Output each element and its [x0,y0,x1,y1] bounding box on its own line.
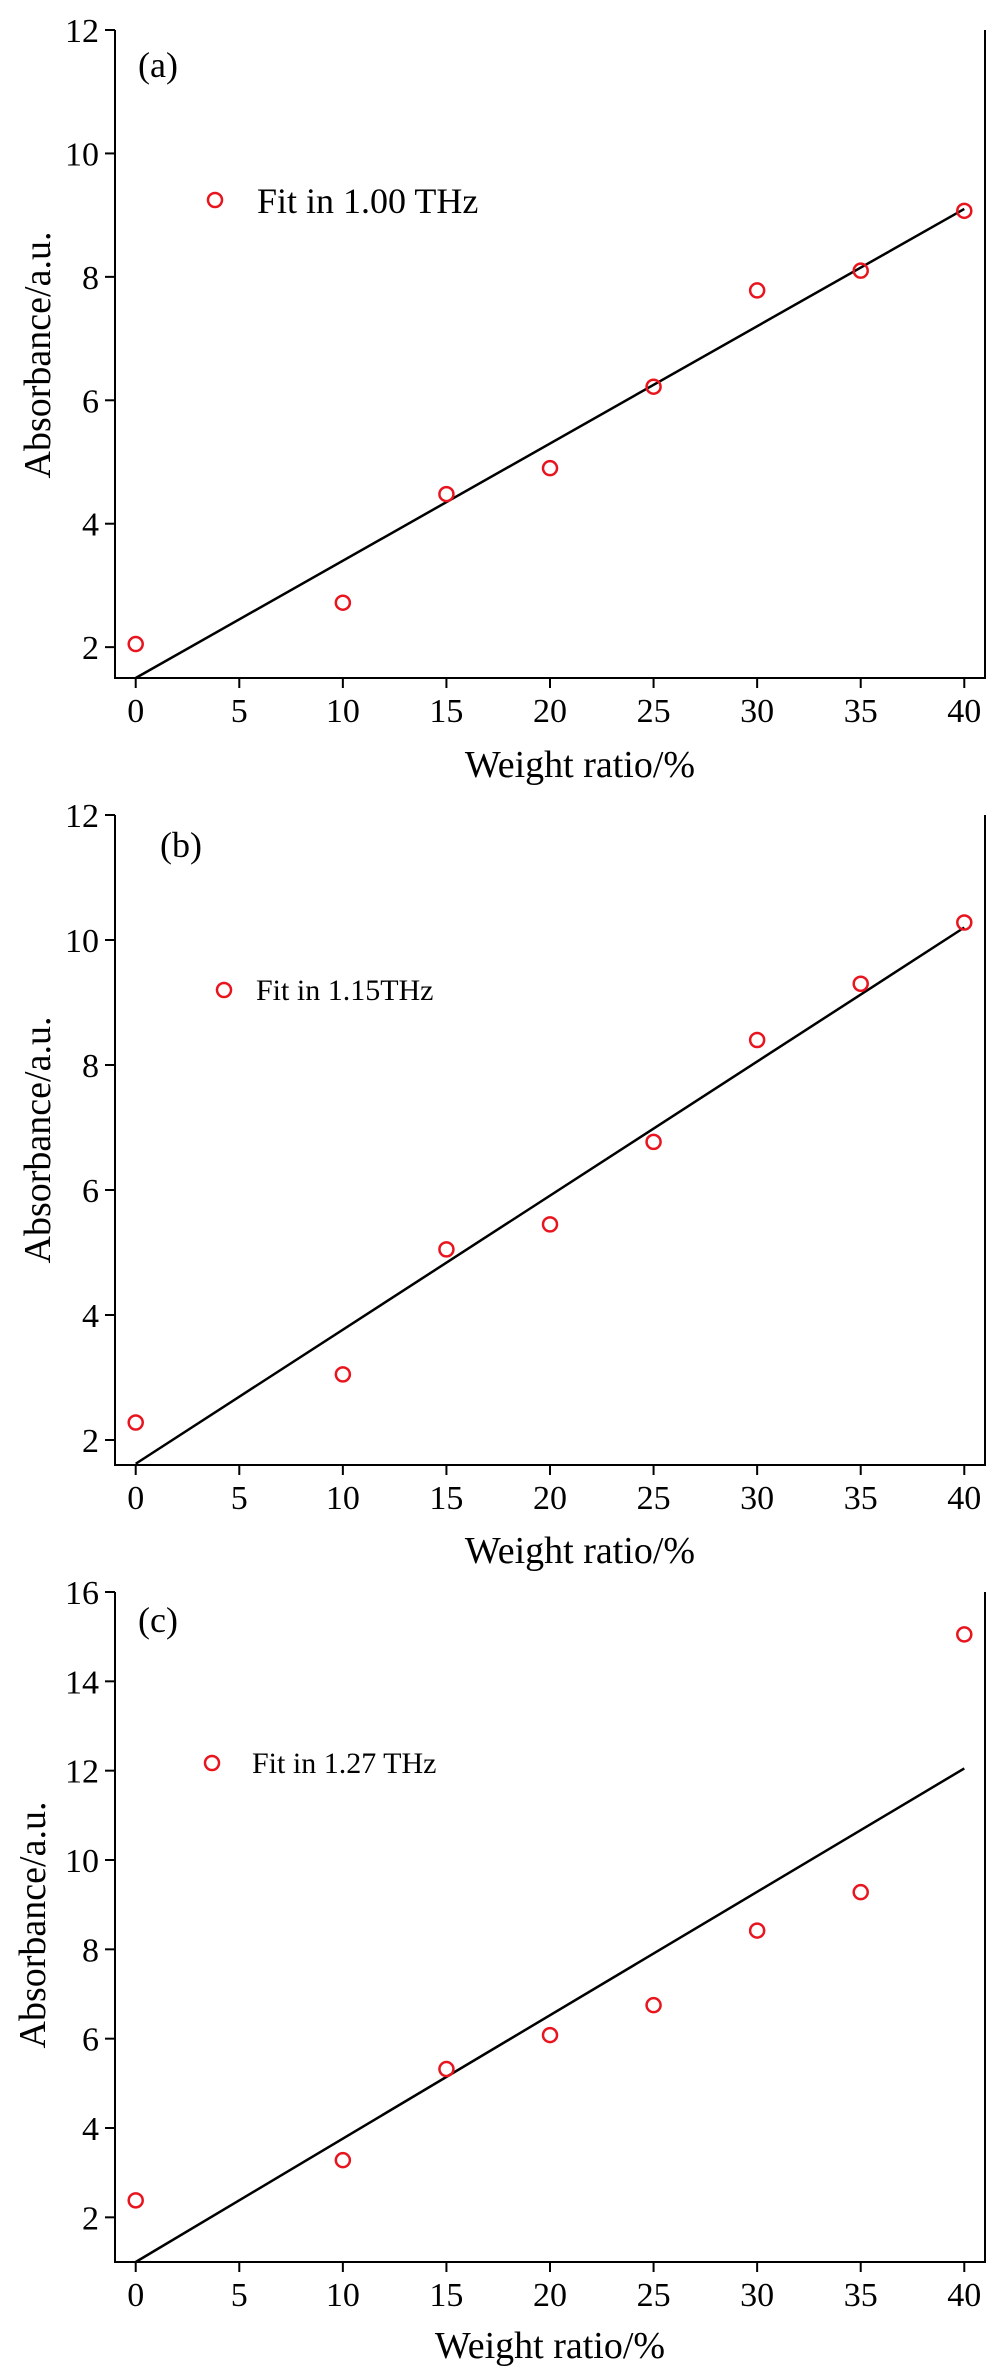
x-tick-label-a: 0 [127,693,144,730]
y-tick-label-c: 10 [65,1843,99,1880]
x-tick-label-a: 35 [844,693,878,730]
y-tick-label-c: 12 [65,1754,99,1791]
fit-line-c [135,1767,965,2264]
x-tick-label-a: 30 [740,693,774,730]
x-tick-label-c: 35 [844,2277,878,2314]
data-point-b [852,975,869,992]
x-tick-label-a: 5 [231,693,248,730]
y-tick-label-c: 6 [82,2022,99,2059]
panel-label-b: (b) [160,825,202,865]
data-point-c [852,1883,869,1901]
y-tick-label-b: 2 [82,1423,99,1460]
data-point-c [645,1996,662,2014]
legend-marker-b [215,981,233,999]
x-tick-label-a: 20 [533,693,567,730]
plot-frame-c [114,1592,986,2263]
x-tick-label-a: 15 [429,693,463,730]
x-tick-label-a: 40 [947,693,981,730]
data-point-a [956,202,973,220]
x-tick-label-c: 15 [429,2277,463,2314]
x-tick-label-a: 25 [637,693,671,730]
data-point-c [956,1626,973,1643]
y-axis-label-c: Absorbance/a.u. [12,1802,54,2049]
y-tick-label-c: 4 [82,2111,99,2148]
x-axis-label-b: Weight ratio/% [465,1530,695,1572]
data-point-b [334,1366,352,1383]
x-tick-label-b: 5 [231,1480,248,1517]
fit-line-b [135,926,965,1465]
x-tick-label-c: 30 [740,2277,774,2314]
plot-frame-b [114,815,986,1466]
data-point-b [541,1216,559,1233]
panel-label-a: (a) [138,45,178,85]
x-tick-label-b: 40 [947,1480,981,1517]
x-tick-label-b: 25 [637,1480,671,1517]
legend-c: Fit in 1.27 THz [203,1747,436,1780]
data-point-a [645,378,662,395]
data-point-b [645,1133,662,1151]
data-point-c [541,2026,559,2044]
data-point-b [438,1241,455,1258]
panel-a: Absorbance/a.u. Weight ratio/% (a) Fit i… [17,13,986,786]
y-tick-label-a: 4 [82,507,99,544]
legend-marker-a [206,191,224,209]
plot-frame-a [114,30,986,679]
x-tick-label-b: 15 [429,1480,463,1517]
panel-label-c: (c) [138,1600,178,1640]
data-point-a [334,594,352,611]
x-tick-label-b: 30 [740,1480,774,1517]
y-tick-label-a: 2 [82,630,99,667]
y-tick-label-b: 12 [65,798,99,835]
y-tick-label-b: 6 [82,1173,99,1210]
x-tick-label-c: 40 [947,2277,981,2314]
data-point-a [438,485,455,503]
y-tick-label-c: 2 [82,2200,99,2237]
x-tick-label-c: 0 [127,2277,144,2314]
panel-b: Absorbance/a.u. Weight ratio/% (b) Fit i… [17,798,986,1572]
data-point-c [748,1922,766,1939]
legend-label-a: Fit in 1.00 THz [257,181,478,221]
data-point-b [748,1031,766,1049]
y-tick-label-c: 14 [65,1664,99,1701]
y-tick-label-c: 8 [82,1932,99,1969]
y-axis-label-a: Absorbance/a.u. [17,232,59,479]
y-tick-label-a: 8 [82,260,99,297]
data-point-a [748,282,766,299]
x-tick-label-c: 20 [533,2277,567,2314]
y-axis-label-b: Absorbance/a.u. [17,1017,59,1264]
panel-c: Absorbance/a.u. Weight ratio/% (c) Fit i… [12,1575,986,2367]
legend-marker-c [203,1754,221,1772]
data-point-a [127,635,144,653]
data-point-b [956,914,973,931]
fit-line-a [135,207,965,680]
x-tick-label-a: 10 [326,693,360,730]
x-axis-label-a: Weight ratio/% [465,744,695,786]
data-point-c [127,2192,144,2209]
y-tick-label-a: 6 [82,383,99,420]
y-tick-label-a: 10 [65,136,99,173]
x-tick-label-c: 10 [326,2277,360,2314]
legend-b: Fit in 1.15THz [215,974,434,1007]
x-tick-label-b: 0 [127,1480,144,1517]
y-tick-label-b: 4 [82,1298,99,1335]
legend-label-c: Fit in 1.27 THz [252,1747,436,1780]
data-point-c [334,2151,352,2169]
x-tick-label-c: 5 [231,2277,248,2314]
x-axis-label-c: Weight ratio/% [435,2325,665,2367]
y-tick-label-b: 10 [65,923,99,960]
x-tick-label-b: 20 [533,1480,567,1517]
data-point-a [541,459,559,477]
y-tick-label-b: 8 [82,1048,99,1085]
y-tick-label-a: 12 [65,13,99,50]
x-tick-label-b: 35 [844,1480,878,1517]
legend-a: Fit in 1.00 THz [206,181,478,221]
legend-label-b: Fit in 1.15THz [256,974,434,1007]
data-point-a [852,262,869,279]
y-tick-label-c: 16 [65,1575,99,1612]
data-point-b [127,1414,144,1431]
x-tick-label-b: 10 [326,1480,360,1517]
data-point-c [438,2060,455,2078]
x-tick-label-c: 25 [637,2277,671,2314]
